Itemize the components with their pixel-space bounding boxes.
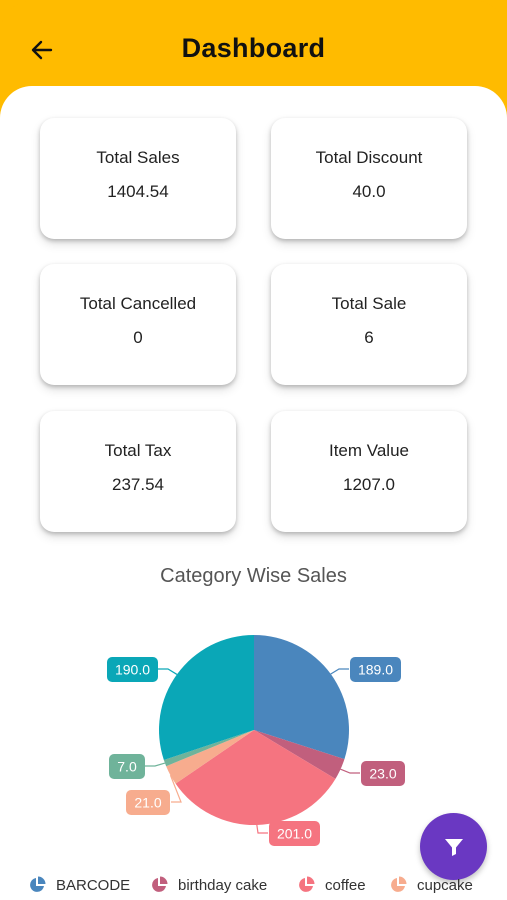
stat-value: 40.0 (352, 182, 386, 201)
filter-icon (444, 838, 463, 856)
stat-value: 237.54 (112, 475, 164, 494)
stat-value: 1404.54 (107, 182, 169, 201)
stat-card-item-value: Item Value 1207.0 (271, 411, 467, 532)
pie-chart-icon (391, 876, 407, 892)
stat-card-total-tax: Total Tax 237.54 (40, 411, 236, 532)
stat-value: 6 (364, 328, 374, 347)
stat-label: Total Cancelled (79, 294, 197, 313)
legend-label: birthday cake (178, 876, 268, 894)
pie-chart-icon (152, 876, 168, 892)
legend-label: coffee (325, 876, 366, 894)
stat-card-total-sale: Total Sale 6 (271, 264, 467, 385)
app-bar: Dashboard (0, 0, 507, 100)
stat-value: 0 (133, 328, 143, 347)
stat-card-total-sales: Total Sales 1404.54 (40, 118, 236, 239)
stat-label: Item Value (328, 441, 409, 460)
pie-chart-icon (30, 876, 46, 892)
page-title: Dashboard (181, 33, 326, 63)
stat-label: Total Discount (315, 148, 423, 167)
stat-card-total-cancelled: Total Cancelled 0 (40, 264, 236, 385)
legend-item-cupcake[interactable]: cupcake (389, 872, 473, 898)
legend-label: BARCODE (56, 876, 131, 894)
back-button[interactable] (26, 34, 58, 66)
filter-fab-button[interactable] (420, 813, 487, 880)
arrow-left-icon (31, 40, 53, 60)
legend-item-birthday-cake[interactable]: birthday cake (150, 872, 267, 898)
stat-label: Total Sale (331, 294, 407, 313)
legend-item-coffee[interactable]: coffee (297, 872, 366, 898)
stat-value: 1207.0 (343, 475, 395, 494)
legend-item-barcode[interactable]: BARCODE (28, 872, 130, 898)
pie-chart-icon (299, 876, 315, 892)
chart-legend: BARCODE birthday cake coffee cupcake (0, 872, 507, 900)
stat-card-total-discount: Total Discount 40.0 (271, 118, 467, 239)
stat-label: Total Sales (96, 148, 180, 167)
chart-title: Category Wise Sales (160, 565, 347, 587)
stat-label: Total Tax (104, 441, 172, 460)
legend-label: cupcake (417, 876, 473, 894)
